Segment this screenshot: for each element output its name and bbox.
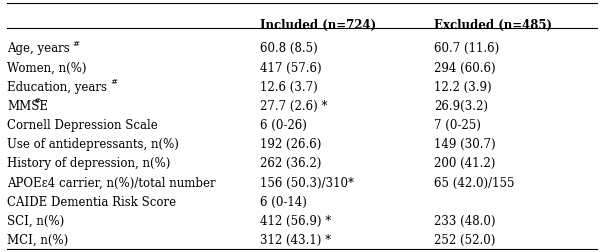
Text: 12.2 (3.9): 12.2 (3.9) [434, 81, 492, 94]
Text: SCI, n(%): SCI, n(%) [7, 215, 65, 228]
Text: Cornell Depression Scale: Cornell Depression Scale [7, 119, 158, 132]
Text: 6 (0-14): 6 (0-14) [260, 196, 307, 209]
Text: 156 (50.3)/310*: 156 (50.3)/310* [260, 177, 354, 190]
Text: Included (n=724): Included (n=724) [260, 19, 376, 32]
Text: Use of antidepressants, n(%): Use of antidepressants, n(%) [7, 138, 179, 151]
Text: 233 (48.0): 233 (48.0) [434, 215, 496, 228]
Text: 12.6 (3.7): 12.6 (3.7) [260, 81, 318, 94]
Text: 252 (52.0): 252 (52.0) [434, 234, 496, 247]
Text: 417 (57.6): 417 (57.6) [260, 61, 321, 75]
Text: 60.8 (8.5): 60.8 (8.5) [260, 42, 318, 55]
Text: 192 (26.6): 192 (26.6) [260, 138, 321, 151]
Text: 60.7 (11.6): 60.7 (11.6) [434, 42, 500, 55]
Text: APOEε4 carrier, n(%)/total number: APOEε4 carrier, n(%)/total number [7, 177, 216, 190]
Text: #: # [72, 40, 79, 48]
Text: 312 (43.1) *: 312 (43.1) * [260, 234, 331, 247]
Text: 149 (30.7): 149 (30.7) [434, 138, 496, 151]
Text: Excluded (n=485): Excluded (n=485) [434, 19, 552, 32]
Text: 200 (41.2): 200 (41.2) [434, 158, 496, 170]
Text: 65 (42.0)/155: 65 (42.0)/155 [434, 177, 515, 190]
Text: Education, years: Education, years [7, 81, 108, 94]
Text: CAIDE Dementia Risk Score: CAIDE Dementia Risk Score [7, 196, 176, 209]
Text: #: # [33, 98, 40, 105]
Text: 27.7 (2.6) *: 27.7 (2.6) * [260, 100, 327, 113]
Text: Age, years: Age, years [7, 42, 70, 55]
Text: History of depression, n(%): History of depression, n(%) [7, 158, 171, 170]
Text: Women, n(%): Women, n(%) [7, 61, 87, 75]
Text: 412 (56.9) *: 412 (56.9) * [260, 215, 331, 228]
Text: 7 (0-25): 7 (0-25) [434, 119, 481, 132]
Text: MMSE: MMSE [7, 100, 48, 113]
Text: 6 (0-26): 6 (0-26) [260, 119, 307, 132]
Text: 294 (60.6): 294 (60.6) [434, 61, 496, 75]
Text: 262 (36.2): 262 (36.2) [260, 158, 321, 170]
Text: MCI, n(%): MCI, n(%) [7, 234, 69, 247]
Text: #: # [111, 78, 118, 86]
Text: 26.9(3.2): 26.9(3.2) [434, 100, 488, 113]
